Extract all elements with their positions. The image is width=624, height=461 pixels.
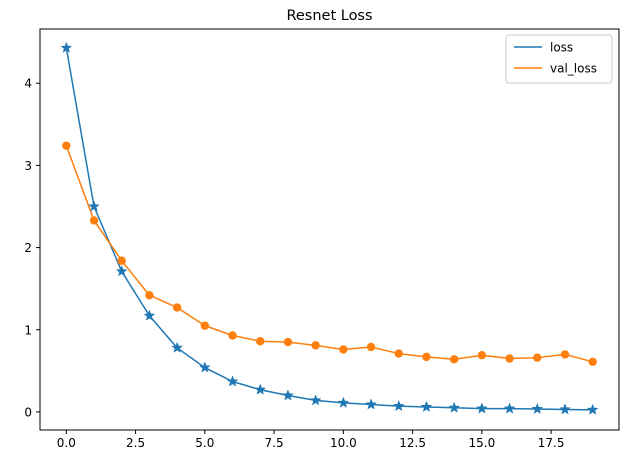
x-tick-label-0: 0.0 <box>57 436 76 450</box>
point-val_loss-0 <box>62 141 71 150</box>
point-loss-13 <box>420 400 433 413</box>
point-loss-0 <box>60 41 73 53</box>
chart-title: Resnet Loss <box>286 8 372 24</box>
x-tick-label-6: 15.0 <box>469 436 496 450</box>
point-val_loss-17 <box>533 353 542 362</box>
x-tick-label-7: 17.5 <box>538 436 565 450</box>
point-val_loss-4 <box>172 303 182 312</box>
point-loss-14 <box>448 401 461 413</box>
point-val_loss-1 <box>89 216 99 225</box>
point-loss-17 <box>531 402 544 415</box>
x-tick-label-2: 5.0 <box>195 436 214 450</box>
point-val_loss-18 <box>560 350 570 359</box>
point-loss-3 <box>143 309 156 321</box>
point-val_loss-12 <box>394 349 403 358</box>
x-tick-label-5: 12.5 <box>399 436 426 450</box>
point-val_loss-9 <box>311 341 320 350</box>
point-loss-7 <box>254 383 267 395</box>
point-val_loss-10 <box>339 345 348 354</box>
point-loss-6 <box>226 375 239 387</box>
point-loss-10 <box>337 396 350 408</box>
point-loss-12 <box>392 399 405 412</box>
point-val_loss-16 <box>505 354 514 363</box>
point-val_loss-7 <box>256 337 265 346</box>
point-loss-2 <box>115 265 128 277</box>
y-tick-label-2: 2 <box>24 241 32 255</box>
point-loss-18 <box>559 403 571 415</box>
point-val_loss-11 <box>366 342 376 352</box>
point-val_loss-8 <box>283 337 293 347</box>
x-tick-label-1: 2.5 <box>126 436 145 450</box>
point-loss-9 <box>309 394 322 406</box>
y-tick-label-1: 1 <box>24 323 32 337</box>
axes-frame <box>39 28 620 431</box>
y-tick-label-3: 3 <box>24 159 32 173</box>
point-loss-4 <box>171 341 184 353</box>
point-loss-19 <box>586 403 599 415</box>
point-val_loss-14 <box>449 355 459 364</box>
series-line-loss <box>65 47 593 411</box>
y-tick-label-4: 4 <box>24 77 32 91</box>
y-tick-label-0: 0 <box>24 405 32 419</box>
legend: loss val_loss <box>505 34 613 84</box>
plot-area <box>60 41 599 415</box>
point-val_loss-2 <box>117 256 126 265</box>
point-val_loss-13 <box>422 352 431 362</box>
point-val_loss-15 <box>477 351 487 360</box>
point-loss-11 <box>365 398 377 410</box>
legend-label-loss: loss <box>550 41 573 55</box>
point-val_loss-19 <box>588 357 597 366</box>
point-loss-16 <box>503 402 516 414</box>
point-val_loss-6 <box>228 331 237 340</box>
x-tick-label-4: 10.0 <box>330 436 357 450</box>
point-loss-8 <box>282 389 294 401</box>
point-val_loss-5 <box>200 321 210 330</box>
legend-label-val_loss: val_loss <box>550 62 597 76</box>
point-val_loss-3 <box>145 291 154 300</box>
x-tick-label-3: 7.5 <box>265 436 284 450</box>
series-line-val_loss <box>65 145 593 363</box>
point-loss-15 <box>475 402 488 414</box>
point-loss-1 <box>88 200 100 212</box>
point-loss-5 <box>198 361 211 373</box>
axes: 0.0 2.5 5.0 7.5 10.0 12.5 15.0 17.5 0 1 2 3 4 <box>24 28 620 450</box>
